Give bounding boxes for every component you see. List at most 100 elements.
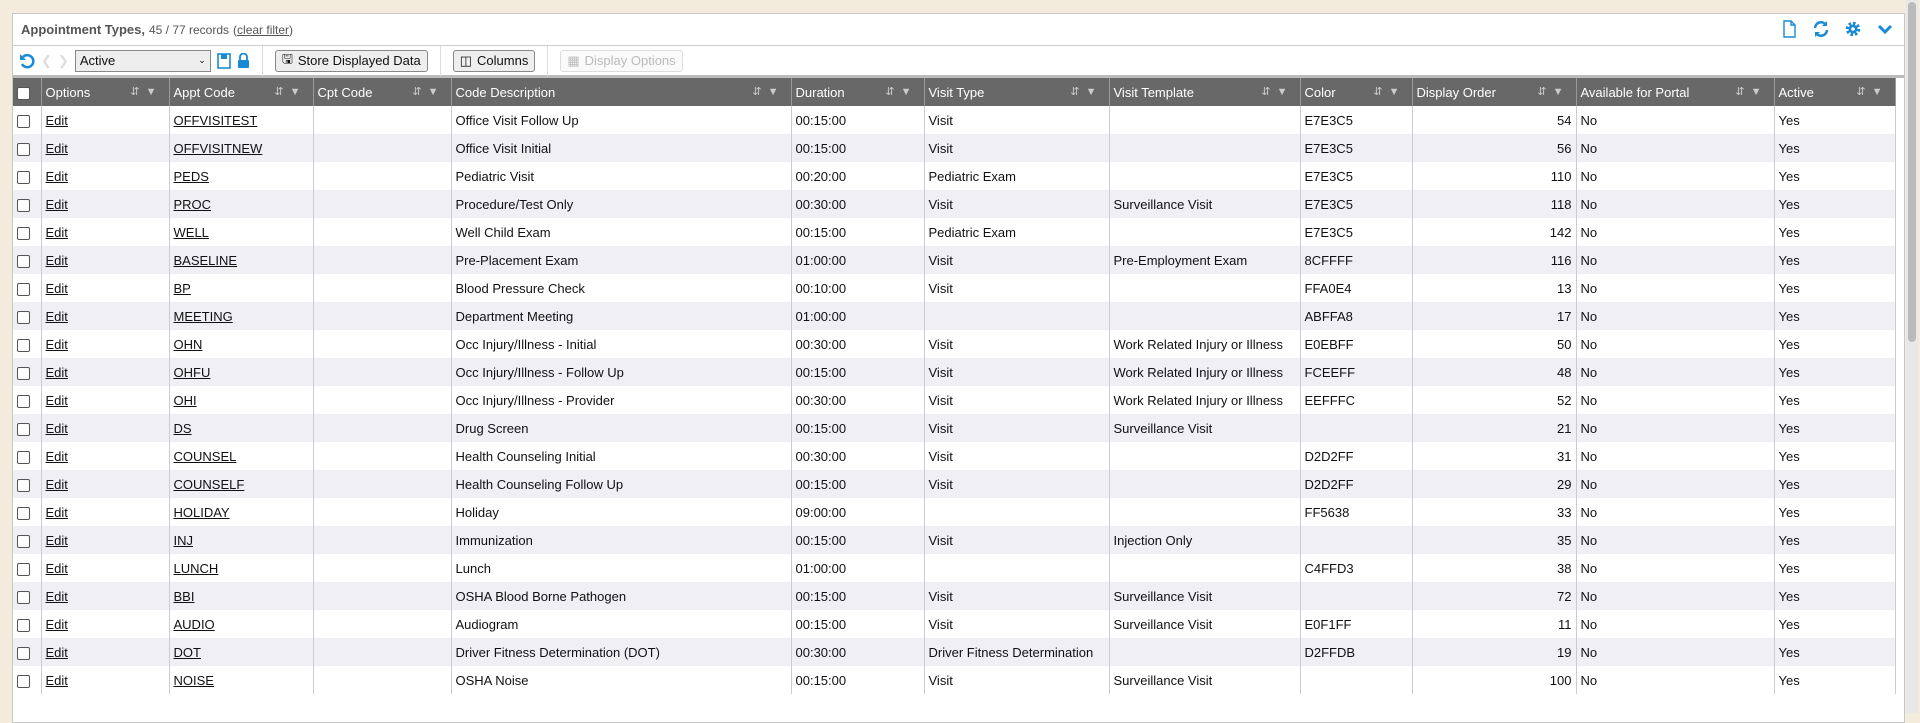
filter-icon[interactable]: ▼ xyxy=(900,86,918,98)
row-checkbox[interactable] xyxy=(13,330,42,358)
row-checkbox[interactable] xyxy=(13,638,42,666)
sort-icon[interactable]: ⇵ xyxy=(1261,86,1277,98)
column-header-visit-template[interactable]: Visit Template ⇵▼ xyxy=(1109,78,1301,106)
appt-code-link[interactable]: OFFVISITNEW xyxy=(173,140,263,156)
row-checkbox[interactable] xyxy=(13,246,42,274)
back-icon[interactable]: ❮ xyxy=(41,52,52,68)
row-checkbox[interactable] xyxy=(13,498,42,526)
appt-code-link[interactable]: INJ xyxy=(173,532,194,548)
appt-code-link[interactable]: PROC xyxy=(173,196,212,212)
display-options-button[interactable]: ▦ Display Options xyxy=(560,49,683,72)
filter-icon[interactable]: ▼ xyxy=(1750,86,1768,98)
edit-link[interactable]: Edit xyxy=(45,448,68,464)
sort-icon[interactable]: ⇵ xyxy=(412,86,428,98)
appt-code-link[interactable]: AUDIO xyxy=(173,616,215,632)
appt-code-link[interactable]: COUNSELF xyxy=(173,476,245,492)
select-all-checkbox[interactable] xyxy=(13,78,42,106)
appt-code-link[interactable]: OHI xyxy=(173,392,197,408)
undo-icon[interactable] xyxy=(19,53,35,69)
row-checkbox[interactable] xyxy=(13,554,42,582)
chevron-down-icon[interactable] xyxy=(1876,20,1894,38)
appt-code-link[interactable]: WELL xyxy=(173,224,209,240)
sort-icon[interactable]: ⇵ xyxy=(885,86,901,98)
sort-icon[interactable]: ⇵ xyxy=(274,86,290,98)
filter-icon[interactable]: ▼ xyxy=(1388,86,1406,98)
appt-code-link[interactable]: OHFU xyxy=(173,364,211,380)
filter-icon[interactable]: ▼ xyxy=(1871,86,1889,98)
edit-link[interactable]: Edit xyxy=(45,112,68,128)
edit-link[interactable]: Edit xyxy=(45,168,68,184)
row-checkbox[interactable] xyxy=(13,134,42,162)
edit-link[interactable]: Edit xyxy=(45,588,68,604)
column-header-appt-code[interactable]: Appt Code ⇵▼ xyxy=(169,78,314,106)
appt-code-link[interactable]: DOT xyxy=(173,644,201,660)
row-checkbox[interactable] xyxy=(13,526,42,554)
appt-code-link[interactable]: LUNCH xyxy=(173,560,219,576)
column-header-color[interactable]: Color ⇵▼ xyxy=(1300,78,1413,106)
appt-code-link[interactable]: HOLIDAY xyxy=(173,504,230,520)
clear-filter-link[interactable]: clear filter xyxy=(237,22,290,37)
filter-icon[interactable]: ▼ xyxy=(767,86,785,98)
appt-code-link[interactable]: OFFVISITEST xyxy=(173,112,258,128)
filter-icon[interactable]: ▼ xyxy=(1085,86,1103,98)
edit-link[interactable]: Edit xyxy=(45,392,68,408)
row-checkbox[interactable] xyxy=(13,470,42,498)
row-checkbox[interactable] xyxy=(13,442,42,470)
row-checkbox[interactable] xyxy=(13,666,42,694)
refresh-icon[interactable] xyxy=(1812,20,1830,38)
edit-link[interactable]: Edit xyxy=(45,672,68,688)
row-checkbox[interactable] xyxy=(13,582,42,610)
filter-icon[interactable]: ▼ xyxy=(1552,86,1570,98)
row-checkbox[interactable] xyxy=(13,190,42,218)
sort-icon[interactable]: ⇵ xyxy=(1856,86,1872,98)
filter-icon[interactable]: ▼ xyxy=(427,86,445,98)
edit-link[interactable]: Edit xyxy=(45,644,68,660)
filter-select[interactable]: Active ⌄ xyxy=(74,49,211,72)
row-checkbox[interactable] xyxy=(13,162,42,190)
document-icon[interactable] xyxy=(1780,20,1798,38)
store-displayed-data-button[interactable]: 🖫 Store Displayed Data xyxy=(274,49,428,72)
appt-code-link[interactable]: OHN xyxy=(173,336,203,352)
row-checkbox[interactable] xyxy=(13,386,42,414)
appt-code-link[interactable]: MEETING xyxy=(173,308,233,324)
appt-code-link[interactable]: BP xyxy=(173,280,191,296)
row-checkbox[interactable] xyxy=(13,274,42,302)
edit-link[interactable]: Edit xyxy=(45,308,68,324)
forward-icon[interactable]: ❯ xyxy=(57,52,69,68)
sort-icon[interactable]: ⇵ xyxy=(1735,86,1751,98)
columns-button[interactable]: ◫ Columns xyxy=(452,49,536,72)
column-header-active[interactable]: Active ⇵▼ xyxy=(1774,78,1896,106)
column-header-cpt-code[interactable]: Cpt Code ⇵▼ xyxy=(313,78,452,106)
filter-icon[interactable]: ▼ xyxy=(145,86,163,98)
sort-icon[interactable]: ⇵ xyxy=(1373,86,1389,98)
edit-link[interactable]: Edit xyxy=(45,364,68,380)
appt-code-link[interactable]: DS xyxy=(173,420,192,436)
appt-code-link[interactable]: COUNSEL xyxy=(173,448,237,464)
row-checkbox[interactable] xyxy=(13,106,42,134)
row-checkbox[interactable] xyxy=(13,414,42,442)
appt-code-link[interactable]: PEDS xyxy=(173,168,209,184)
lock-icon[interactable] xyxy=(237,52,250,69)
column-header-available-for-portal[interactable]: Available for Portal ⇵▼ xyxy=(1576,78,1775,106)
sort-icon[interactable]: ⇵ xyxy=(1537,86,1553,98)
column-header-duration[interactable]: Duration ⇵▼ xyxy=(791,78,925,106)
edit-link[interactable]: Edit xyxy=(45,504,68,520)
gear-icon[interactable] xyxy=(1844,20,1862,38)
row-checkbox[interactable] xyxy=(13,218,42,246)
sort-icon[interactable]: ⇵ xyxy=(130,86,146,98)
edit-link[interactable]: Edit xyxy=(45,224,68,240)
filter-icon[interactable]: ▼ xyxy=(1276,86,1294,98)
edit-link[interactable]: Edit xyxy=(45,616,68,632)
edit-link[interactable]: Edit xyxy=(45,196,68,212)
appt-code-link[interactable]: BBI xyxy=(173,588,195,604)
edit-link[interactable]: Edit xyxy=(45,532,68,548)
column-header-visit-type[interactable]: Visit Type ⇵▼ xyxy=(924,78,1110,106)
filter-icon[interactable]: ▼ xyxy=(289,86,307,98)
edit-link[interactable]: Edit xyxy=(45,560,68,576)
appt-code-link[interactable]: NOISE xyxy=(173,672,214,688)
column-header-options[interactable]: Options ⇵▼ xyxy=(41,78,170,106)
column-header-code-description[interactable]: Code Description ⇵▼ xyxy=(451,78,792,106)
edit-link[interactable]: Edit xyxy=(45,476,68,492)
row-checkbox[interactable] xyxy=(13,302,42,330)
sort-icon[interactable]: ⇵ xyxy=(1070,86,1086,98)
